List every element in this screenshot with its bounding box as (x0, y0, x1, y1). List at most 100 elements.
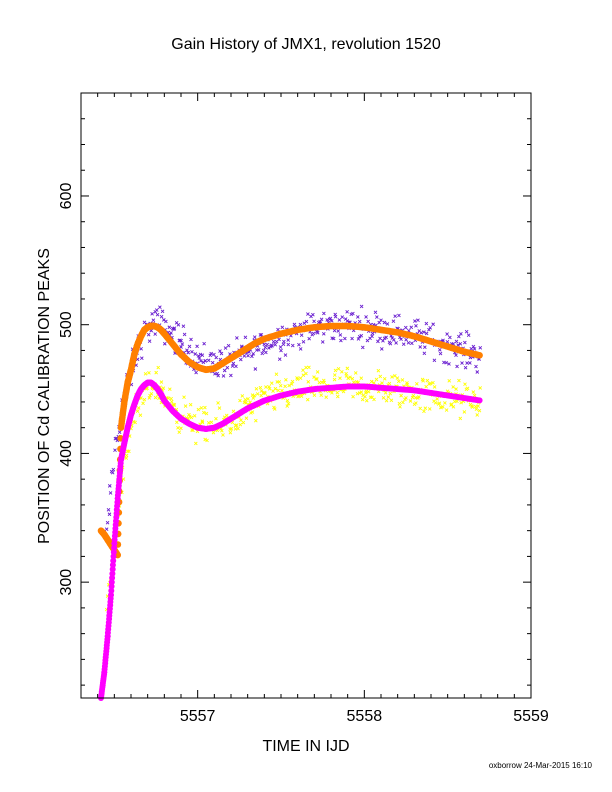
x-tick-label: 5558 (347, 708, 383, 725)
data-point (379, 347, 384, 351)
data-point (320, 340, 325, 344)
data-point (243, 335, 248, 340)
data-point (217, 406, 222, 410)
data-point (304, 319, 309, 324)
data-point (388, 391, 393, 396)
data-point (153, 395, 158, 400)
data-point (153, 332, 158, 336)
data-point (298, 376, 303, 380)
data-point (200, 420, 205, 425)
data-point (280, 325, 285, 330)
data-point (107, 512, 112, 517)
data-point (414, 323, 418, 328)
data-point (344, 374, 349, 378)
y-tick-label: 500 (58, 311, 75, 338)
data-point (332, 373, 337, 377)
data-point (338, 376, 342, 380)
data-point (149, 392, 154, 396)
x-axis-title: TIME IN IJD (262, 738, 350, 755)
data-point (304, 365, 308, 370)
data-point (475, 413, 480, 417)
data-point (109, 574, 116, 581)
data-point (397, 401, 402, 406)
x-tick-label: 5559 (513, 708, 549, 725)
credit-annotation: oxborrow 24-Mar-2015 16:10 (488, 761, 592, 770)
data-point (398, 405, 402, 409)
data-point (151, 318, 156, 322)
data-point (458, 341, 463, 346)
data-point (262, 342, 267, 347)
data-point (366, 319, 370, 324)
data-point (241, 420, 246, 425)
data-point (189, 415, 194, 420)
data-point (376, 339, 380, 344)
data-point (306, 312, 310, 316)
data-point (391, 337, 396, 342)
data-point (143, 372, 148, 376)
data-point (278, 345, 283, 349)
data-point (252, 335, 257, 339)
data-point (286, 338, 291, 342)
data-point (238, 357, 243, 362)
data-point (187, 344, 192, 349)
data-point (181, 324, 186, 328)
data-point (335, 390, 340, 395)
y-tick-label: 600 (58, 183, 75, 210)
data-point (413, 319, 417, 323)
data-point (331, 336, 336, 341)
data-point (428, 381, 433, 386)
data-point (186, 350, 191, 355)
data-point (399, 337, 403, 341)
data-point (360, 345, 365, 350)
data-point (419, 330, 424, 335)
data-point (202, 341, 206, 346)
data-point (336, 329, 341, 333)
data-point (101, 669, 108, 676)
data-point (277, 337, 281, 342)
data-point (428, 326, 433, 330)
data-point (408, 399, 413, 403)
data-point (423, 345, 427, 350)
data-point (276, 388, 281, 393)
data-point (359, 304, 364, 309)
data-point (378, 336, 382, 341)
data-point (359, 376, 364, 380)
data-point (427, 407, 432, 411)
data-point (311, 312, 315, 317)
data-point (340, 315, 345, 319)
data-point (432, 385, 437, 389)
data-point (418, 406, 423, 411)
data-point (246, 353, 250, 358)
data-point (176, 323, 181, 327)
data-point (301, 339, 306, 344)
data-point (435, 397, 440, 401)
data-point (212, 352, 216, 357)
data-point (466, 333, 471, 337)
data-point (238, 422, 243, 427)
data-point (214, 416, 218, 421)
data-point (162, 341, 167, 346)
data-point (290, 379, 295, 384)
data-point (476, 397, 483, 404)
data-point (369, 379, 374, 384)
data-point (133, 420, 137, 425)
data-point (374, 377, 379, 382)
data-point (250, 354, 254, 359)
data-point (343, 336, 347, 341)
data-point (410, 341, 414, 346)
data-point (234, 364, 238, 369)
data-point (110, 553, 117, 560)
data-point (229, 373, 233, 378)
data-point (384, 398, 389, 403)
data-point (109, 562, 116, 568)
data-point (414, 381, 419, 386)
data-point (111, 467, 116, 472)
data-point (381, 338, 385, 343)
data-point (263, 345, 268, 350)
data-point (404, 396, 408, 400)
data-point (289, 382, 294, 386)
series-3 (98, 379, 483, 701)
data-point (177, 430, 182, 435)
data-point (455, 399, 459, 404)
